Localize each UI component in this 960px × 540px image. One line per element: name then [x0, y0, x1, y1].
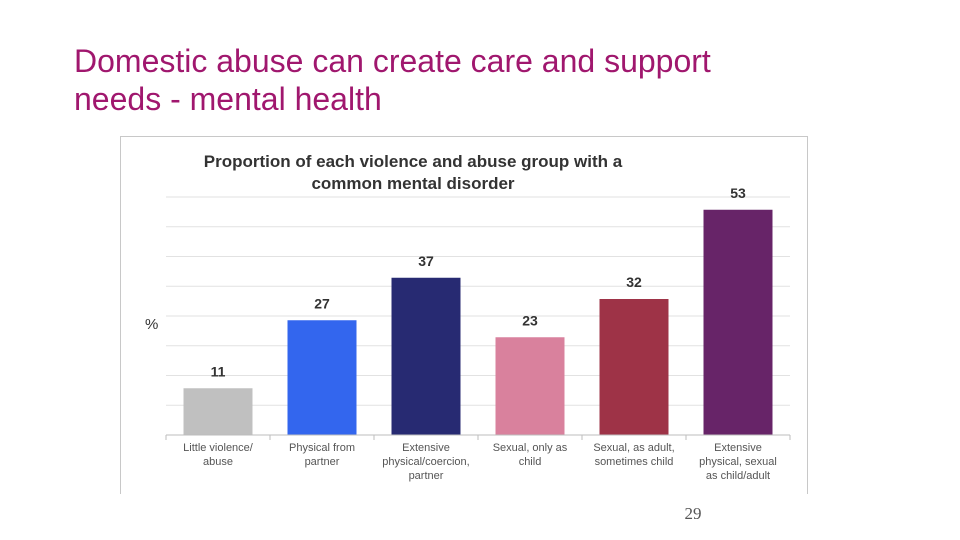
data-label-6: 53 [730, 185, 746, 201]
category-label-1: Little violence/abuse [183, 442, 254, 468]
category-label-4: Sexual, only as child [493, 442, 568, 468]
category-label-line: physical, sexual [699, 456, 777, 468]
category-label-line: Little violence/ [183, 442, 254, 454]
data-label-4: 23 [522, 312, 538, 328]
data-label-1: 11 [211, 363, 226, 379]
category-label-5: Sexual, as adult, sometimes child [593, 442, 674, 468]
category-label-6: Extensive physical, sexual as child/adult [699, 442, 777, 482]
category-label-line: Extensive [402, 442, 450, 454]
chart-title-line-2: common mental disorder [311, 174, 514, 193]
bar-2 [287, 320, 357, 435]
page-number: 29 [684, 504, 702, 523]
slide-title-line-2: needs - mental health [74, 81, 382, 117]
category-label-line: sometimes child [595, 456, 674, 468]
bar-3 [391, 277, 461, 435]
data-label-2: 27 [314, 295, 330, 311]
category-label-line: Extensive [714, 442, 762, 454]
category-label-3: Extensive physical/coercion, partner [382, 442, 469, 482]
bar-chart: Proportion of each violence and abuse gr… [145, 152, 791, 482]
y-axis-label: % [145, 316, 158, 333]
category-label-line: Sexual, only as [493, 442, 568, 454]
category-label-2: Physical from partner [289, 442, 355, 468]
slide-title: Domestic abuse can create care and suppo… [74, 42, 874, 118]
chart-title-line-1: Proportion of each violence and abuse gr… [204, 152, 623, 171]
category-label-line: physical/coercion, [382, 456, 469, 468]
bar-6 [703, 209, 773, 435]
bar-5 [599, 299, 669, 435]
bar-1 [183, 388, 253, 435]
category-label-line: partner [409, 470, 444, 482]
bar-4 [495, 337, 565, 435]
category-label-line: Physical from [289, 442, 355, 454]
slide-title-line-1: Domestic abuse can create care and suppo… [74, 43, 711, 79]
chart-panel: Proportion of each violence and abuse gr… [120, 136, 808, 494]
category-label-line: Sexual, as adult, [593, 442, 674, 454]
data-label-5: 32 [626, 274, 642, 290]
category-label-line: partner [305, 456, 340, 468]
category-label-line: child [519, 456, 542, 468]
category-label-line: as child/adult [706, 470, 770, 482]
category-label-line: abuse [203, 456, 233, 468]
data-label-3: 37 [418, 253, 434, 269]
